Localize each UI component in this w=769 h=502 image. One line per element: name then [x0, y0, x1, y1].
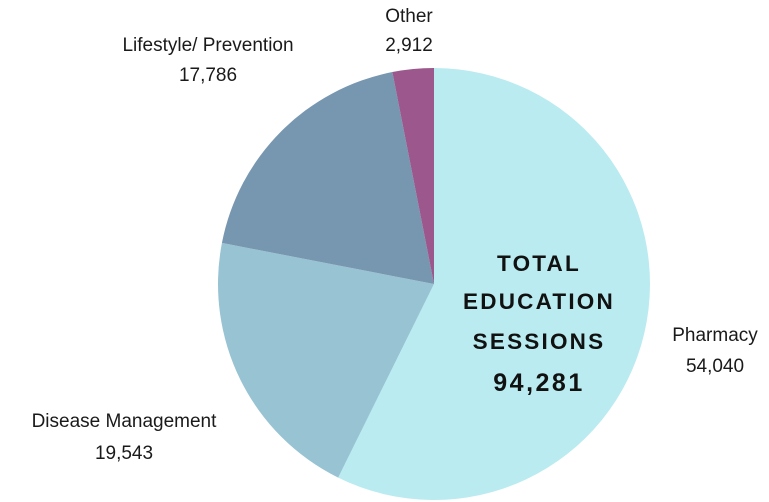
center-total: 94,281 [493, 369, 584, 397]
slice-disease-management [218, 242, 434, 478]
slice-lifestyle-prevention [221, 72, 434, 284]
slice-other [392, 68, 434, 284]
label-disease-value: 19,543 [95, 443, 153, 464]
pie-slices [218, 68, 650, 500]
center-line-2: EDUCATION [463, 289, 615, 314]
label-disease-name: Disease Management [32, 411, 218, 432]
label-other-value: 2,912 [385, 35, 433, 56]
label-pharmacy-value: 54,040 [686, 356, 744, 377]
label-lifestyle-name: Lifestyle/ Prevention [122, 35, 293, 56]
slice-pharmacy [338, 68, 650, 500]
center-line-3: SESSIONS [473, 329, 606, 354]
label-other-name: Other [385, 6, 433, 27]
label-pharmacy-name: Pharmacy [672, 325, 758, 346]
center-line-1: TOTAL [497, 251, 581, 276]
label-lifestyle-value: 17,786 [179, 65, 237, 86]
